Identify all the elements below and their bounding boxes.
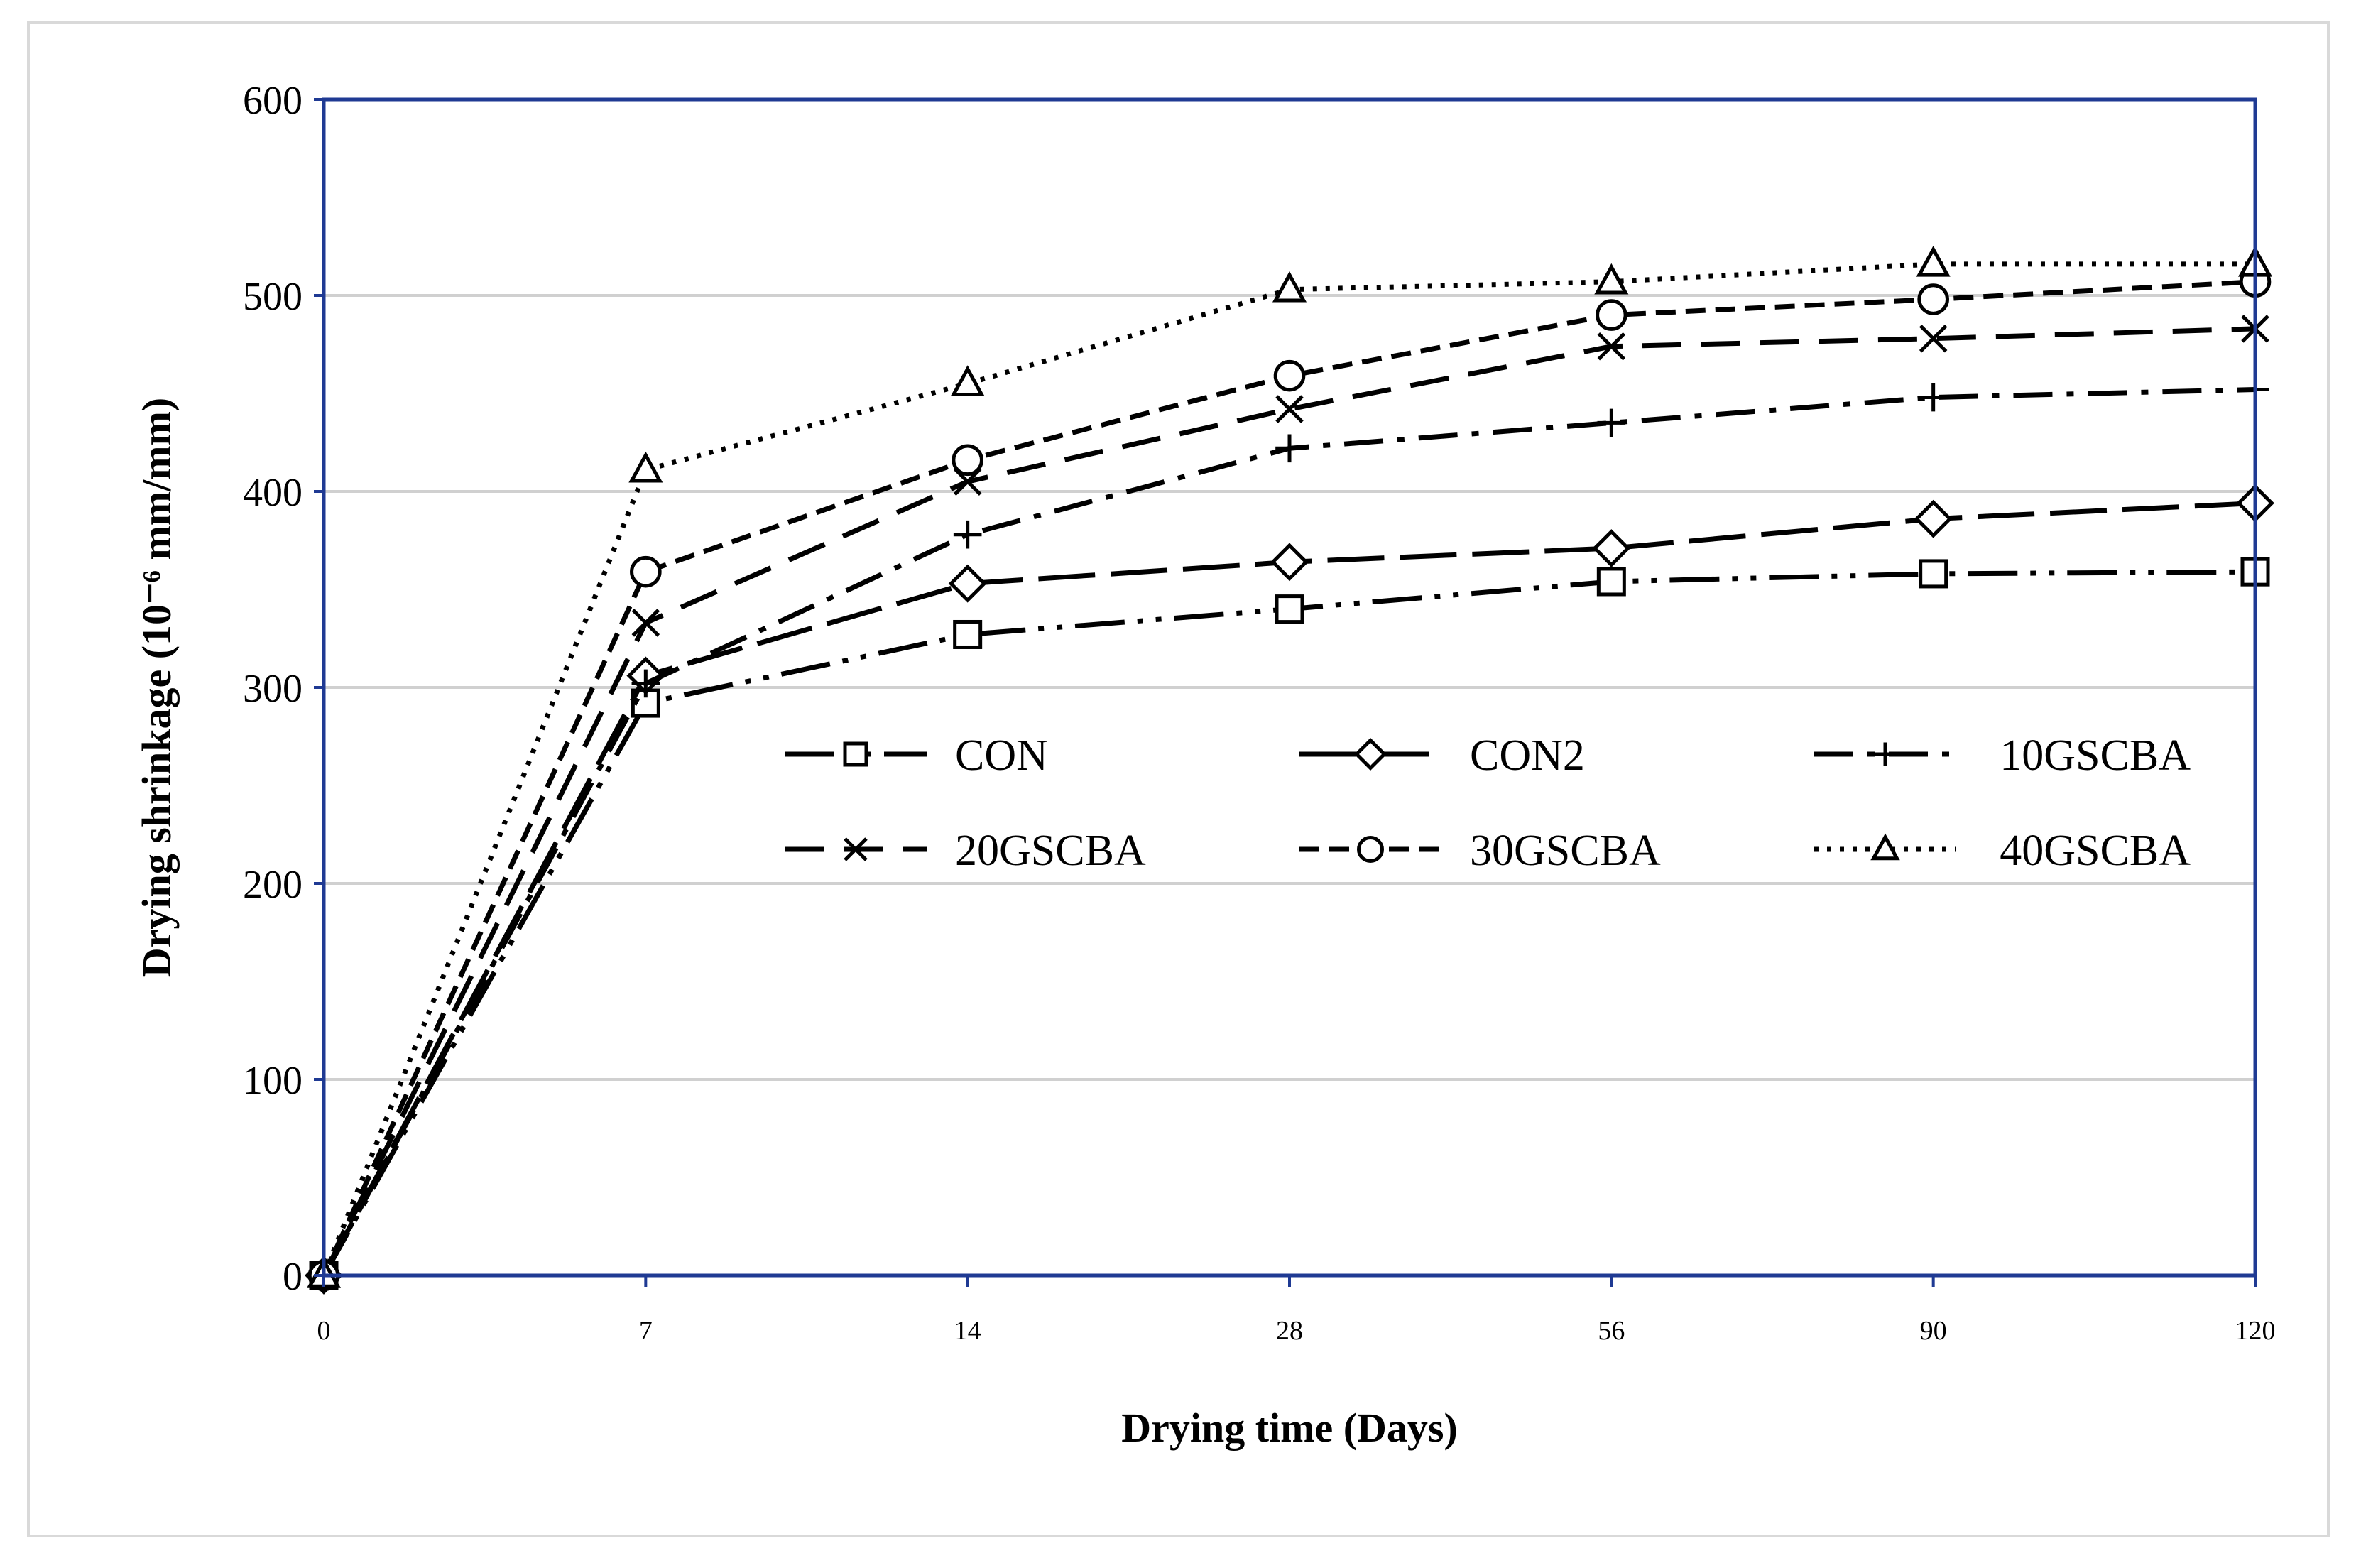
legend-item: CON	[785, 731, 1048, 780]
data-point	[950, 365, 985, 396]
x-tick-label: 7	[639, 1316, 653, 1346]
legend-label: CON	[955, 731, 1048, 780]
data-point	[1916, 245, 1951, 277]
data-point	[1596, 299, 1627, 331]
legend: CON CON2 10GSCBA 20GSCBA 30GSCBA 40GSCBA	[785, 731, 2191, 875]
data-point	[1275, 395, 1304, 423]
series-line	[321, 326, 2256, 1277]
x-tick-label: 90	[1920, 1316, 1947, 1346]
data-point	[1919, 383, 1948, 412]
legend-item: CON2	[1299, 731, 1585, 780]
y-tick-label: 0	[283, 1255, 302, 1299]
data-point	[948, 564, 987, 603]
series-line	[321, 386, 2256, 1277]
x-tick-label: 120	[2235, 1316, 2276, 1346]
series-line	[321, 569, 2256, 1277]
x-tick-label: 28	[1276, 1316, 1303, 1346]
series-line	[321, 279, 2256, 1277]
data-point	[631, 609, 660, 637]
data-point	[1270, 543, 1309, 582]
legend-marker	[1353, 737, 1387, 771]
legend-item: 40GSCBA	[1814, 827, 2191, 875]
legend-label: 20GSCBA	[955, 827, 1146, 875]
data-point	[953, 619, 983, 649]
data-point	[1919, 559, 1948, 589]
y-tick-label: 100	[243, 1059, 302, 1103]
data-point	[631, 669, 660, 698]
series-layer	[305, 245, 2274, 1295]
data-point	[1275, 434, 1304, 463]
x-tick-label: 56	[1598, 1316, 1625, 1346]
series-40GSCBA	[306, 245, 2273, 1288]
x-tick-label: 0	[317, 1316, 331, 1346]
data-point	[1596, 567, 1626, 597]
x-axis-title: Drying time (Days)	[1121, 1405, 1458, 1451]
legend-marker	[844, 837, 868, 861]
data-point	[630, 555, 662, 588]
series-line	[321, 261, 2255, 1277]
legend-item: 10GSCBA	[1814, 731, 2191, 780]
y-tick-label: 300	[243, 667, 302, 711]
data-point	[1594, 263, 1629, 295]
y-axis-title: Drying shrinkage (10⁻⁶ mm/mm)	[133, 398, 180, 977]
data-point	[1914, 499, 1953, 538]
data-point	[1592, 529, 1631, 567]
series-30GSCBA	[307, 266, 2272, 1292]
y-axis-ticks: 0 100 200 300 400 500 600	[243, 79, 324, 1299]
data-point	[628, 451, 663, 483]
legend-marker	[843, 741, 868, 767]
data-point	[1275, 594, 1304, 624]
data-point	[952, 444, 983, 477]
legend-marker	[1873, 742, 1897, 766]
legend-marker	[1870, 833, 1900, 861]
data-point	[953, 520, 982, 549]
series-10GSCBA	[310, 375, 2269, 1290]
legend-marker	[1357, 836, 1384, 863]
y-tick-label: 500	[243, 275, 302, 319]
x-tick-label: 14	[954, 1316, 981, 1346]
legend-item: 20GSCBA	[785, 827, 1146, 875]
data-point	[1597, 408, 1626, 437]
legend-label: 40GSCBA	[2000, 827, 2191, 875]
y-tick-label: 600	[243, 79, 302, 123]
legend-label: 30GSCBA	[1470, 827, 1661, 875]
x-axis-ticks: 0 7 14 28 56 90 120	[317, 1275, 2276, 1346]
series-CON	[309, 557, 2270, 1290]
legend-label: 10GSCBA	[2000, 731, 2191, 780]
data-point	[1597, 332, 1626, 361]
data-point	[1917, 283, 1949, 315]
data-point	[1273, 359, 1306, 392]
data-point	[1272, 271, 1307, 303]
legend-item: 30GSCBA	[1299, 827, 1661, 875]
legend-label: CON2	[1470, 731, 1585, 780]
y-tick-label: 400	[243, 471, 302, 515]
y-tick-label: 200	[243, 863, 302, 907]
data-point	[1919, 324, 1948, 353]
